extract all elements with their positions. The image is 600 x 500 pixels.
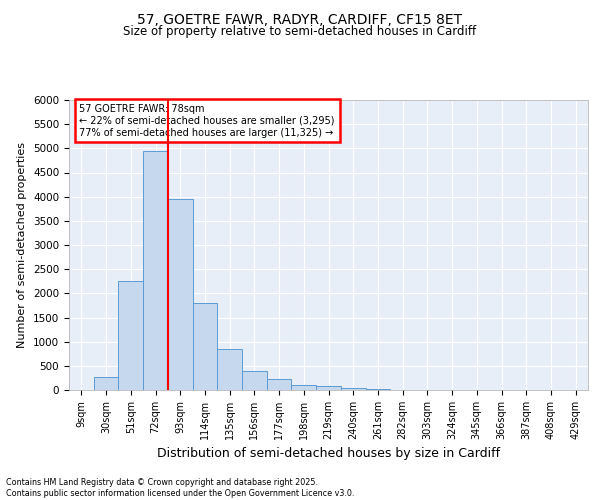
Bar [242, 370, 267, 390]
Text: 57, GOETRE FAWR, RADYR, CARDIFF, CF15 8ET: 57, GOETRE FAWR, RADYR, CARDIFF, CF15 8E… [137, 12, 463, 26]
X-axis label: Distribution of semi-detached houses by size in Cardiff: Distribution of semi-detached houses by … [157, 448, 500, 460]
Text: Size of property relative to semi-detached houses in Cardiff: Size of property relative to semi-detach… [124, 25, 476, 38]
Bar [292, 385, 316, 390]
Bar [365, 389, 390, 390]
Bar [217, 349, 242, 390]
Bar [316, 386, 341, 390]
Bar [118, 281, 143, 390]
Bar [341, 388, 365, 390]
Text: 57 GOETRE FAWR: 78sqm
← 22% of semi-detached houses are smaller (3,295)
77% of s: 57 GOETRE FAWR: 78sqm ← 22% of semi-deta… [79, 104, 335, 138]
Text: Contains HM Land Registry data © Crown copyright and database right 2025.
Contai: Contains HM Land Registry data © Crown c… [6, 478, 355, 498]
Bar [94, 377, 118, 390]
Bar [143, 151, 168, 390]
Bar [193, 303, 217, 390]
Bar [168, 199, 193, 390]
Y-axis label: Number of semi-detached properties: Number of semi-detached properties [17, 142, 28, 348]
Bar [267, 379, 292, 390]
